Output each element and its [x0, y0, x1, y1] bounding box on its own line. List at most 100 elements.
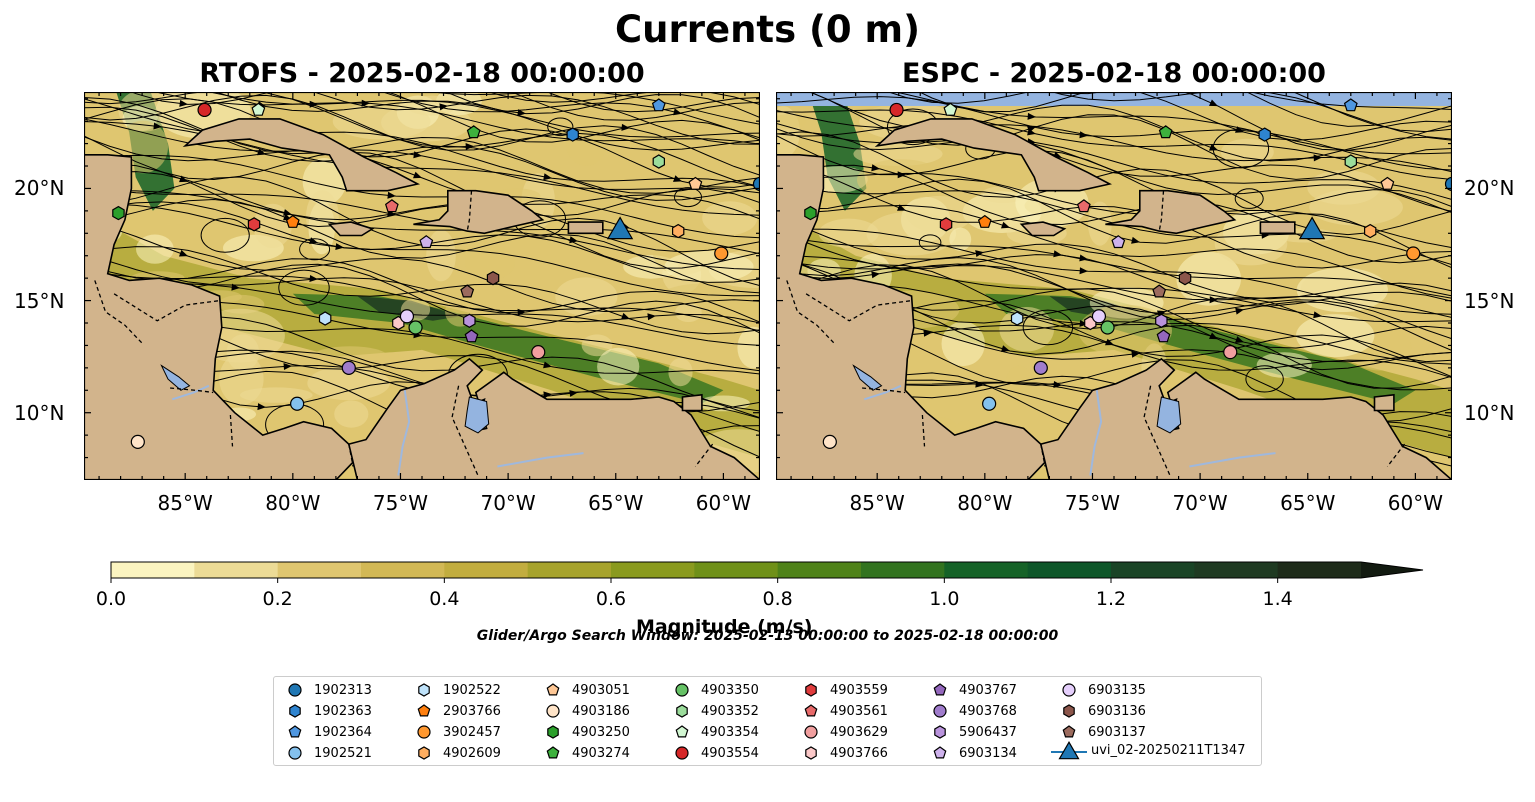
- flow-arrow: [1105, 338, 1114, 346]
- platform-marker-6903136[interactable]: [486, 271, 500, 286]
- platform-marker-6903134[interactable]: [419, 235, 434, 249]
- eddy-streamline: [1234, 188, 1264, 209]
- legend-item: 4903274: [544, 743, 630, 763]
- flow-arrow: [975, 250, 984, 257]
- country-border: [694, 443, 714, 467]
- legend-label: 4902609: [443, 745, 501, 761]
- platform-marker-4903051[interactable]: [1380, 176, 1395, 190]
- platform-marker-uvi_02-20250211T1347[interactable]: [606, 216, 634, 240]
- platform-marker-4903250[interactable]: [112, 205, 125, 221]
- platform-marker-5906437[interactable]: [463, 313, 476, 328]
- map-espc[interactable]: [776, 92, 1452, 480]
- platform-marker-4903767[interactable]: [464, 329, 479, 343]
- platform-marker-4903629[interactable]: [531, 345, 546, 360]
- platform-marker-1902363[interactable]: [566, 127, 579, 142]
- platform-marker-1902313[interactable]: [752, 176, 761, 192]
- speed-patch: [1088, 201, 1112, 246]
- flow-arrow: [621, 312, 630, 320]
- platform-marker-1902522[interactable]: [1010, 311, 1024, 326]
- platform-marker-6903135[interactable]: [399, 309, 415, 324]
- platform-marker-1902363[interactable]: [1258, 127, 1271, 142]
- legend-marker-circle: [804, 725, 818, 739]
- streamline: [84, 121, 760, 216]
- eddy-streamline: [547, 117, 574, 137]
- legend-label: 2903766: [443, 703, 501, 719]
- platform-marker-4903768[interactable]: [1033, 360, 1048, 375]
- platform-marker-4903274[interactable]: [1158, 125, 1173, 139]
- platform-marker-4902609[interactable]: [671, 223, 685, 239]
- platform-marker-4902609[interactable]: [1363, 223, 1377, 239]
- platform-marker-6903137[interactable]: [1152, 284, 1167, 298]
- land-central-america: [776, 153, 1051, 480]
- platform-marker-4903554[interactable]: [197, 102, 212, 118]
- legend-item: uvi_02-20250211T1347: [1051, 735, 1245, 765]
- platform-marker-4903352[interactable]: [1344, 154, 1358, 169]
- platform-marker-4903352[interactable]: [652, 154, 666, 169]
- speed-patch: [941, 321, 985, 367]
- platform-marker-4903250[interactable]: [804, 205, 817, 221]
- flow-arrow: [1131, 350, 1140, 358]
- platform-marker-2903766[interactable]: [285, 214, 300, 228]
- platform-marker-4903767[interactable]: [1156, 329, 1171, 343]
- legend-item: 4903559: [802, 680, 888, 700]
- platform-marker-4903274[interactable]: [466, 125, 481, 139]
- flow-arrow: [413, 171, 422, 179]
- streamline: [776, 257, 1452, 351]
- eddy-streamline: [299, 238, 331, 261]
- platform-marker-1902522[interactable]: [318, 311, 332, 326]
- platform-marker-4903768[interactable]: [341, 360, 356, 375]
- platform-marker-6903136[interactable]: [1178, 271, 1192, 286]
- platform-marker-4903350[interactable]: [1100, 320, 1115, 335]
- colorbar-segment: [361, 562, 445, 578]
- platform-marker-5906437[interactable]: [1155, 313, 1168, 328]
- legend-label: 1902363: [314, 703, 372, 719]
- platform-marker-4903354[interactable]: [251, 102, 266, 116]
- streamline: [84, 190, 760, 270]
- country-border: [1386, 443, 1406, 467]
- platform-marker-4903629[interactable]: [1223, 345, 1238, 360]
- legend-label: 1902521: [314, 745, 372, 761]
- legend-marker-hexagon: [289, 704, 301, 718]
- flow-arrow: [335, 243, 344, 250]
- y-tick-label: 15°N: [14, 288, 65, 313]
- country-border: [805, 293, 912, 322]
- legend-marker-hexagon: [805, 683, 817, 697]
- platform-marker-uvi_02-20250211T1347[interactable]: [1298, 216, 1326, 240]
- platform-marker-1902364[interactable]: [1343, 98, 1358, 112]
- streamline: [84, 269, 760, 332]
- platform-marker-6903134[interactable]: [1111, 235, 1126, 249]
- flow-arrow: [647, 313, 656, 321]
- platform-marker-4903350[interactable]: [408, 320, 423, 335]
- streamline: [312, 92, 760, 145]
- platform-marker-4903051[interactable]: [688, 176, 703, 190]
- platform-marker-4903559[interactable]: [939, 217, 953, 232]
- legend-marker-pentagon: [546, 746, 560, 759]
- map-rtofs[interactable]: [84, 92, 760, 480]
- legend-item: 1902521: [286, 743, 372, 763]
- x-tick-label: 85°W: [157, 491, 213, 515]
- platform-marker-1902364[interactable]: [651, 98, 666, 112]
- platform-marker-6903137[interactable]: [460, 284, 475, 298]
- platform-marker-3902457[interactable]: [714, 246, 729, 261]
- streamline: [153, 92, 760, 145]
- flow-arrow: [569, 390, 578, 397]
- streamline: [510, 92, 760, 121]
- platform-marker-1902313[interactable]: [1444, 176, 1453, 192]
- legend-label: 5906437: [959, 724, 1017, 740]
- platform-marker-1902521[interactable]: [290, 396, 305, 411]
- platform-marker-4903561[interactable]: [1076, 199, 1091, 213]
- platform-marker-4903561[interactable]: [384, 199, 399, 213]
- platform-marker-4903559[interactable]: [247, 217, 261, 232]
- platform-marker-4903186[interactable]: [822, 434, 837, 449]
- platform-marker-1902521[interactable]: [982, 396, 997, 411]
- platform-marker-3902457[interactable]: [1406, 246, 1421, 261]
- platform-marker-4903554[interactable]: [889, 102, 904, 118]
- legend-item: 1902522: [415, 680, 501, 700]
- platform-marker-4903354[interactable]: [943, 102, 958, 116]
- land-jamaica: [327, 221, 375, 237]
- platform-marker-4903186[interactable]: [130, 434, 145, 449]
- flow-arrow: [179, 99, 188, 107]
- platform-marker-2903766[interactable]: [977, 214, 992, 228]
- platform-marker-6903135[interactable]: [1091, 309, 1107, 324]
- country-border: [113, 293, 220, 322]
